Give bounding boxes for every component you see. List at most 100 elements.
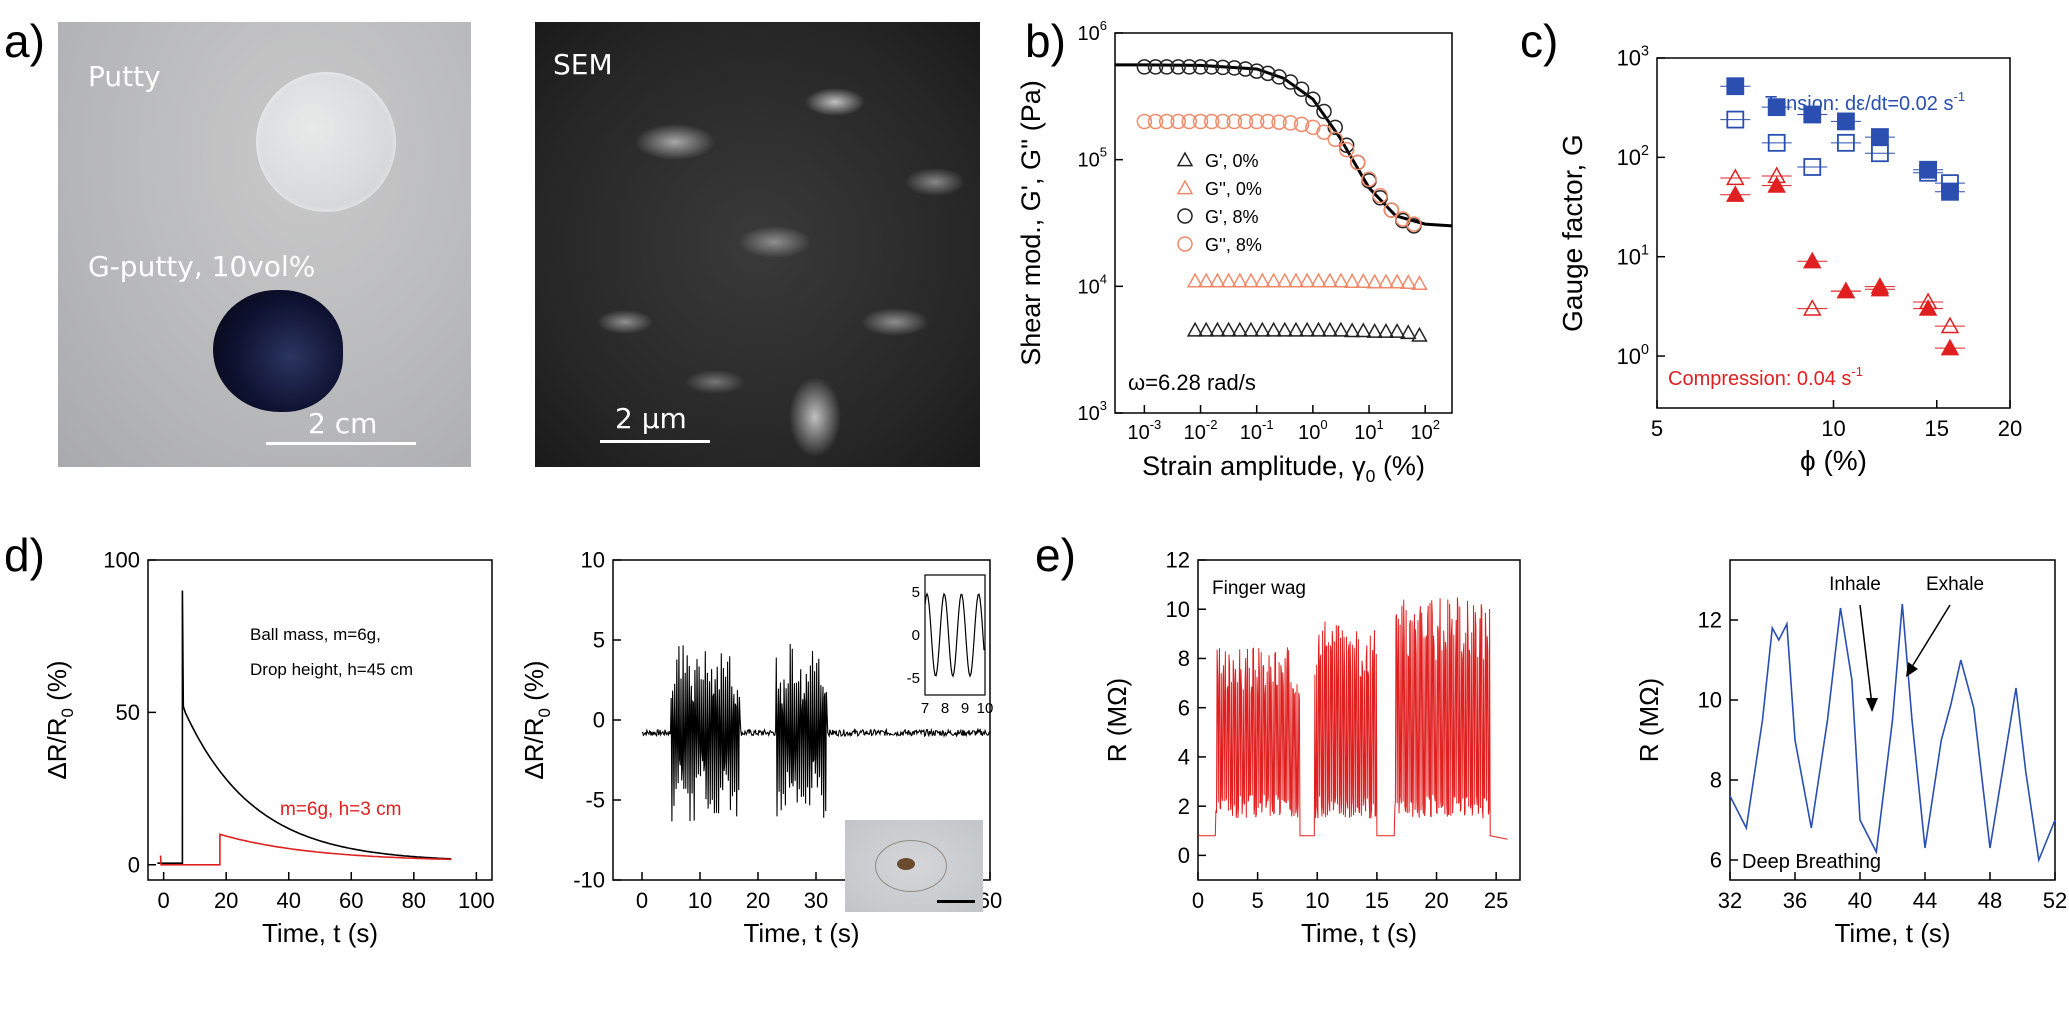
b-point-s0 [1287, 321, 1305, 337]
e2-trace [1729, 603, 2056, 864]
e2-ytick-label: 8 [1710, 768, 1722, 793]
e2-xtick-label: 44 [1913, 888, 1937, 913]
b-point-s3 [1316, 124, 1332, 140]
b-point-s2 [1226, 60, 1243, 76]
b-point-s0 [1355, 322, 1372, 338]
d2-ytick-label: -5 [585, 788, 605, 813]
c-xtick-label: 20 [1998, 416, 2022, 441]
c-point-s1 [1919, 163, 1938, 182]
b-point-s0 [1231, 321, 1249, 337]
b-legend-marker [1176, 179, 1194, 195]
d1-xtick-label: 80 [402, 888, 426, 913]
c-ytick-label: 103 [1617, 44, 1649, 71]
b-point-s0 [1321, 321, 1339, 337]
b-xtick-label: 10-3 [1127, 417, 1161, 444]
b-point-s0 [1186, 321, 1204, 337]
c-point-s1 [1767, 133, 1786, 152]
b-point-s3 [1237, 113, 1254, 130]
b-point-s2 [1237, 61, 1254, 77]
b-ylabel: Shear mod., G', G'' (Pa) [1016, 80, 1046, 366]
d2-inset-ytick: 5 [912, 584, 920, 601]
putty-scale-bar [266, 442, 416, 445]
c-point-s3 [1940, 316, 1960, 334]
b-point-s3 [1203, 113, 1220, 130]
panel-label-c: c) [1520, 15, 1559, 67]
b-point-s3 [1226, 113, 1243, 130]
b-point-s3 [1215, 113, 1231, 130]
b-point-s1 [1276, 272, 1294, 288]
e2-ytick-label: 12 [1698, 608, 1722, 633]
b-point-s3 [1170, 113, 1186, 130]
e1-ytick-label: 4 [1178, 745, 1190, 770]
b-point-s3 [1181, 113, 1198, 130]
b-xtick-label: 10-1 [1240, 417, 1274, 444]
panel-label-b: b) [1025, 15, 1066, 67]
b-point-s2 [1158, 59, 1175, 75]
b-point-s1 [1400, 274, 1417, 289]
c-point-s3 [1836, 281, 1856, 299]
c-point-s0 [1767, 98, 1786, 117]
b-point-s2 [1147, 59, 1164, 75]
d2-inset-xtick: 8 [941, 700, 949, 717]
e2-xtick-label: 40 [1848, 888, 1872, 913]
d1-black-trace [157, 590, 452, 865]
c-point-s3 [1726, 168, 1745, 186]
b-point-s3 [1361, 171, 1377, 188]
b-point-s1 [1209, 272, 1226, 288]
d2-ylabel: ΔR/R0 (%) [519, 660, 554, 779]
b-ytick-label: 106 [1078, 18, 1107, 45]
d1-xtick-label: 60 [339, 888, 363, 913]
b-point-s2 [1136, 59, 1153, 75]
c-xtick-label: 5 [1651, 416, 1663, 441]
d2-ytick-label: 10 [581, 548, 605, 573]
b-ytick-label: 103 [1078, 398, 1107, 425]
b-fit-line [1115, 63, 1453, 228]
b-point-s1 [1197, 272, 1215, 288]
e1-ytick-label: 6 [1178, 695, 1190, 720]
e1-ytick-label: 0 [1178, 843, 1190, 868]
b-legend-label: G'', 0% [1205, 179, 1262, 199]
e1-xtick-label: 5 [1252, 888, 1264, 913]
c-point-s0 [1726, 77, 1745, 96]
spider-scale-bar [937, 900, 975, 903]
e2-ytick-label: 6 [1710, 848, 1722, 873]
b-point-s3 [1158, 113, 1175, 130]
d1-ylabel: ΔR/R0 (%) [42, 660, 77, 779]
b-point-s1 [1220, 272, 1237, 288]
b-ytick-label: 105 [1078, 145, 1107, 172]
b-point-s0 [1197, 321, 1215, 337]
b-point-s0 [1400, 324, 1417, 340]
b-point-s1 [1377, 273, 1395, 289]
panel-label-a: a) [4, 15, 45, 67]
c-point-s3 [1918, 292, 1938, 310]
b-point-s0 [1265, 321, 1282, 337]
b-point-s1 [1332, 272, 1350, 288]
c-xlabel: ϕ (%) [1800, 445, 1867, 476]
d1-xtick-label: 100 [458, 888, 495, 913]
spider-photo [845, 820, 983, 912]
e2-exhale-label: Exhale [1926, 574, 1984, 595]
e2-xtick-label: 32 [1718, 888, 1742, 913]
b-point-s3 [1271, 114, 1287, 130]
b-point-s1 [1287, 272, 1305, 288]
b-point-s2 [1181, 59, 1198, 75]
b-point-s3 [1327, 131, 1343, 147]
b-annotation: ω=6.28 rad/s [1128, 370, 1256, 395]
b-legend-label: G'', 8% [1205, 235, 1262, 255]
b-point-s0 [1411, 326, 1428, 342]
e1-ytick-label: 2 [1178, 794, 1190, 819]
b-point-s0 [1254, 321, 1271, 337]
c-point-s3 [1767, 166, 1786, 184]
e1-xtick-label: 0 [1192, 888, 1204, 913]
c-point-s0 [1871, 128, 1889, 146]
graphene-putty-blob [213, 290, 343, 412]
b-xtick-label: 10-2 [1184, 417, 1218, 444]
b-point-s1 [1321, 272, 1339, 288]
d2-inset-ytick: -5 [907, 670, 920, 687]
b-point-s1 [1231, 272, 1249, 288]
b-legend-label: G', 0% [1205, 151, 1258, 171]
c-xtick-label: 15 [1925, 416, 1949, 441]
b-point-s2 [1305, 91, 1321, 107]
d2-ytick-label: 5 [593, 628, 605, 653]
e2-exhale-arrow [1909, 604, 1951, 671]
